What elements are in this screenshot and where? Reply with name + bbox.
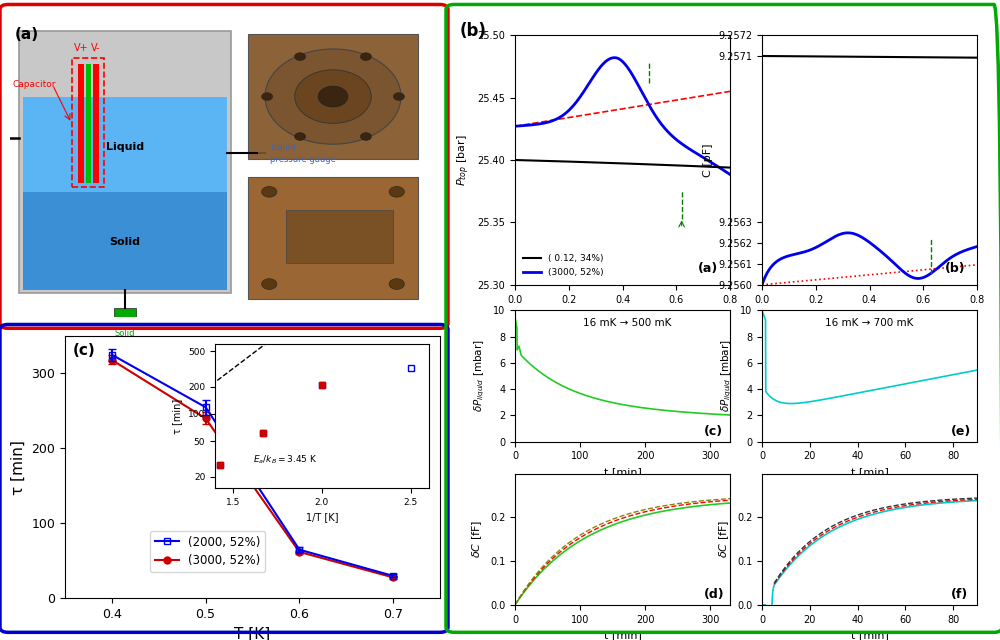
- Circle shape: [360, 52, 371, 61]
- Y-axis label: $\delta C$ [fF]: $\delta C$ [fF]: [471, 520, 484, 558]
- Circle shape: [265, 49, 401, 144]
- Circle shape: [295, 132, 306, 140]
- Y-axis label: $P_{top}$ [bar]: $P_{top}$ [bar]: [455, 134, 472, 186]
- Text: (c): (c): [704, 425, 723, 438]
- Circle shape: [262, 278, 277, 289]
- X-axis label: t [min]: t [min]: [851, 630, 888, 640]
- Circle shape: [262, 93, 273, 100]
- Y-axis label: C [pF]: C [pF]: [703, 143, 713, 177]
- Circle shape: [389, 186, 404, 197]
- Bar: [114, 308, 136, 321]
- Bar: [72, 58, 104, 188]
- Text: (a): (a): [698, 262, 718, 275]
- X-axis label: T [K]: T [K]: [856, 310, 883, 320]
- Circle shape: [325, 222, 341, 233]
- Text: (e): (e): [951, 425, 971, 438]
- Legend: ( 0.12, 34%), (3000, 52%): ( 0.12, 34%), (3000, 52%): [520, 250, 608, 280]
- Legend: (2000, 52%), (3000, 52%): (2000, 52%), (3000, 52%): [150, 531, 265, 572]
- Text: V+: V+: [74, 44, 88, 53]
- Text: Liquid: Liquid: [270, 143, 296, 152]
- Y-axis label: $\delta C$ [fF]: $\delta C$ [fF]: [718, 520, 731, 558]
- Bar: [256, 146, 266, 159]
- Text: Solid: Solid: [109, 237, 140, 248]
- Circle shape: [295, 70, 371, 124]
- Bar: [248, 34, 418, 159]
- Bar: [78, 64, 84, 183]
- X-axis label: T [K]: T [K]: [609, 310, 636, 320]
- Circle shape: [360, 132, 371, 140]
- Text: pressure gauge: pressure gauge: [270, 155, 336, 164]
- Text: (b): (b): [460, 22, 487, 40]
- Text: V-: V-: [91, 44, 101, 53]
- Bar: [93, 64, 99, 183]
- Text: Liquid: Liquid: [106, 142, 144, 152]
- Bar: [18, 31, 231, 293]
- X-axis label: T [K]: T [K]: [234, 627, 271, 640]
- X-axis label: t [min]: t [min]: [604, 467, 641, 477]
- Text: Solid: Solid: [115, 329, 135, 338]
- Text: (f): (f): [951, 588, 968, 601]
- Bar: [248, 177, 418, 299]
- Circle shape: [389, 278, 404, 289]
- Text: 16 mK → 500 mK: 16 mK → 500 mK: [583, 318, 671, 328]
- X-axis label: t [min]: t [min]: [851, 467, 888, 477]
- Text: (a): (a): [14, 27, 38, 42]
- Text: (d): (d): [704, 588, 725, 601]
- Y-axis label: τ [min]: τ [min]: [11, 440, 26, 495]
- Circle shape: [318, 86, 348, 107]
- Bar: [86, 64, 91, 183]
- Y-axis label: $\delta P_{liquid}$ [mbar]: $\delta P_{liquid}$ [mbar]: [473, 340, 487, 412]
- Text: pressure gauge: pressure gauge: [92, 339, 158, 348]
- Bar: [286, 210, 392, 263]
- Text: Capacitor: Capacitor: [12, 80, 56, 89]
- Text: (b): (b): [945, 262, 965, 275]
- Circle shape: [295, 52, 306, 61]
- Bar: [23, 97, 227, 192]
- Text: (c): (c): [72, 342, 95, 358]
- Circle shape: [393, 93, 404, 100]
- Circle shape: [262, 186, 277, 197]
- Y-axis label: $\delta P_{liquid}$ [mbar]: $\delta P_{liquid}$ [mbar]: [720, 340, 734, 412]
- X-axis label: t [min]: t [min]: [604, 630, 641, 640]
- Bar: [23, 192, 227, 290]
- Text: 16 mK → 700 mK: 16 mK → 700 mK: [825, 318, 914, 328]
